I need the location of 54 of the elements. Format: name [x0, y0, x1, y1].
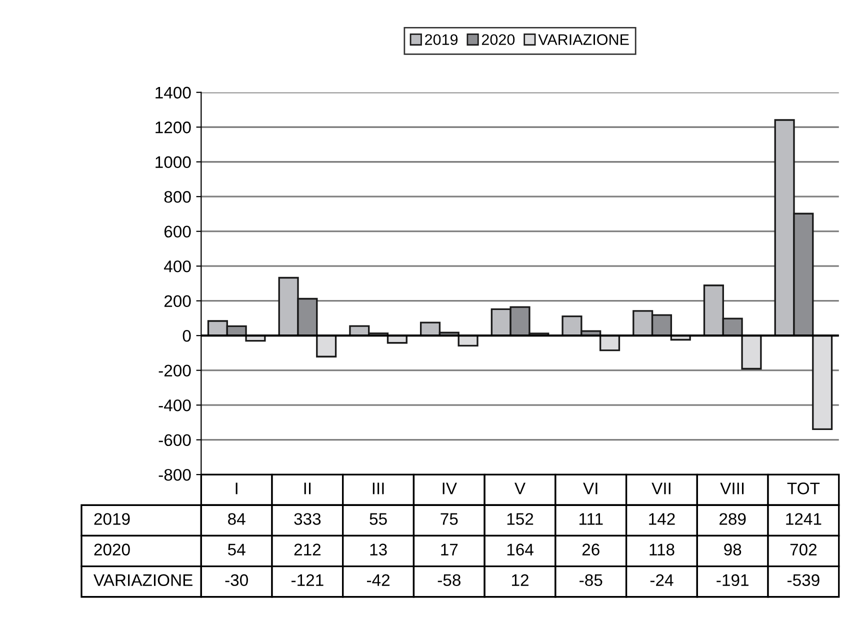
x-tick-label: VII	[652, 482, 670, 494]
data-label: -121	[292, 574, 324, 586]
y-tick-label: 600	[164, 226, 191, 238]
y-tick-label: 1000	[156, 156, 191, 168]
y-tick-label: -600	[158, 434, 191, 446]
y-tick-label: 1400	[156, 86, 191, 99]
data-label: 118	[650, 544, 674, 556]
data-label: 17	[441, 544, 458, 556]
x-tick-label: III	[372, 482, 384, 494]
y-tick-label: 800	[164, 191, 191, 203]
text: 2019	[94, 513, 130, 525]
data-label: 75	[440, 513, 458, 525]
x-tick-label: II	[304, 482, 311, 494]
y-tick-label: 1200	[156, 122, 191, 134]
data-label: 26	[582, 544, 600, 556]
x-tick-label: V	[514, 482, 526, 494]
data-label: 333	[294, 513, 321, 525]
data-label: 55	[370, 513, 387, 525]
text: 2020	[94, 544, 130, 556]
y-tick-label: 400	[164, 260, 191, 272]
data-label: 1241	[786, 513, 822, 525]
data-label: 142	[649, 513, 675, 525]
text: VARIAZIONE	[94, 574, 192, 586]
x-tick-label: IV	[442, 482, 457, 494]
y-tick-label: -800	[158, 468, 191, 481]
data-label: -85	[580, 574, 602, 586]
legend-label: 2019	[425, 34, 458, 46]
legend-label: 2020	[482, 34, 515, 46]
data-label: -24	[650, 574, 674, 586]
data-label: 12	[512, 574, 528, 586]
data-label: -42	[367, 574, 390, 586]
y-tick-label: -400	[158, 399, 191, 412]
data-label: -539	[788, 574, 820, 586]
data-label: 13	[370, 544, 387, 556]
x-tick-label: TOT	[787, 482, 820, 494]
data-label: 111	[579, 513, 603, 525]
y-tick-label: -200	[158, 364, 191, 377]
x-tick-label: VIII	[720, 482, 744, 494]
x-tick-label: VI	[583, 482, 598, 494]
data-label: 98	[724, 544, 742, 556]
data-label: 702	[790, 544, 817, 556]
x-tick-label: I	[236, 482, 238, 494]
data-label: 54	[228, 544, 246, 556]
data-label: -191	[716, 574, 748, 586]
data-label: -30	[225, 574, 248, 586]
legend-label: VARIAZIONE	[538, 34, 629, 46]
data-label: 84	[228, 513, 246, 525]
data-label: 289	[720, 513, 746, 525]
data-label: 152	[507, 513, 534, 525]
data-label: -58	[438, 574, 460, 586]
y-tick-label: 200	[164, 295, 191, 308]
y-tick-label: 0	[182, 330, 191, 342]
data-label: 164	[507, 544, 534, 556]
data-label: 212	[294, 544, 321, 556]
